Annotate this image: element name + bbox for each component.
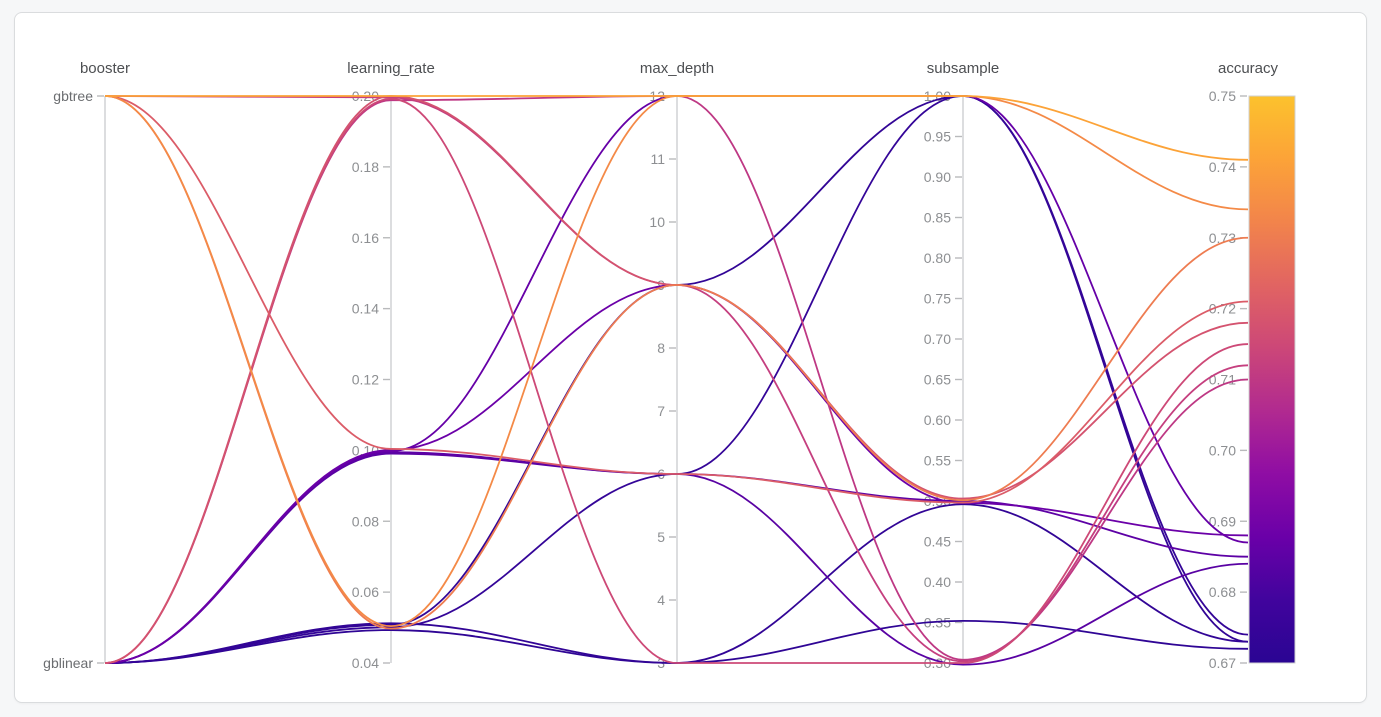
tick-label-max_depth: 8 <box>657 340 665 356</box>
axis-title-booster[interactable]: booster <box>80 60 130 77</box>
tick-label-max_depth: 7 <box>657 403 665 419</box>
axis-accuracy[interactable]: accuracy 0.75 0.74 0.73 0.72 0.71 0.70 0.69 0.68… <box>1209 60 1279 671</box>
trial-line <box>104 95 1249 664</box>
axis-subsample[interactable]: subsample1.000.950.900.850.800.750.700.6… <box>924 60 1000 671</box>
tick-label-subsample: 0.45 <box>924 534 951 550</box>
tick-label-subsample: 0.80 <box>924 250 951 266</box>
axis-title-max_depth[interactable]: max_depth <box>640 60 714 77</box>
tick-label-accuracy: 0.75 <box>1209 88 1236 104</box>
tick-label-accuracy: 0.68 <box>1209 584 1236 600</box>
axis-title-accuracy[interactable]: accuracy <box>1218 60 1279 77</box>
tick-label-accuracy: 0.74 <box>1209 159 1236 175</box>
tick-label-accuracy: 0.69 <box>1209 513 1236 529</box>
tick-label-subsample: 0.90 <box>924 169 951 185</box>
tick-label-subsample: 0.55 <box>924 453 951 469</box>
accuracy-colorbar[interactable] <box>1248 95 1296 664</box>
tick-label-subsample: 0.95 <box>924 129 951 145</box>
tick-label-learning_rate: 0.08 <box>352 513 379 529</box>
tick-label-subsample: 0.60 <box>924 412 951 428</box>
tick-label-max_depth: 11 <box>650 151 665 167</box>
tick-label-max_depth: 4 <box>657 592 665 608</box>
trial-lines <box>104 95 1249 666</box>
trial-line <box>104 503 1249 664</box>
tick-label-subsample: 0.40 <box>924 574 951 590</box>
tick-label-learning_rate: 0.12 <box>352 372 379 388</box>
tick-label-learning_rate: 0.16 <box>352 230 379 246</box>
tick-label-learning_rate: 0.18 <box>352 159 379 175</box>
trial-line <box>104 95 1249 504</box>
axis-booster[interactable]: booster gbtree gblinear <box>43 60 130 671</box>
tick-label-max_depth: 9 <box>657 277 665 293</box>
tick-label-subsample: 0.85 <box>924 210 951 226</box>
tick-label-learning_rate: 0.06 <box>352 584 379 600</box>
trial-line <box>104 95 1249 161</box>
tick-label-subsample: 0.65 <box>924 372 951 388</box>
trial-line <box>104 95 1249 628</box>
tick-label-booster: gbtree <box>53 88 93 104</box>
axis-title-learning_rate[interactable]: learning_rate <box>347 60 435 77</box>
tick-label-accuracy: 0.71 <box>1209 372 1236 388</box>
axis-learning_rate[interactable]: learning_rate0.200.180.160.140.120.100.0… <box>347 60 435 671</box>
chart-card <box>14 12 1367 703</box>
tick-label-learning_rate: 0.04 <box>352 655 379 671</box>
tick-label-accuracy: 0.72 <box>1209 301 1236 317</box>
tick-label-accuracy: 0.67 <box>1209 655 1236 671</box>
tick-label-max_depth: 5 <box>657 529 665 545</box>
tick-label-accuracy: 0.73 <box>1209 230 1236 246</box>
tick-label-subsample: 0.70 <box>924 331 951 347</box>
tick-label-learning_rate: 0.14 <box>352 301 379 317</box>
tick-label-booster: gblinear <box>43 655 93 671</box>
trial-line <box>104 95 1249 664</box>
trial-line <box>104 95 1249 663</box>
tick-label-subsample: 0.75 <box>924 291 951 307</box>
tick-label-max_depth: 10 <box>649 214 665 230</box>
tick-label-accuracy: 0.70 <box>1209 442 1236 458</box>
axis-title-subsample[interactable]: subsample <box>927 60 1000 77</box>
